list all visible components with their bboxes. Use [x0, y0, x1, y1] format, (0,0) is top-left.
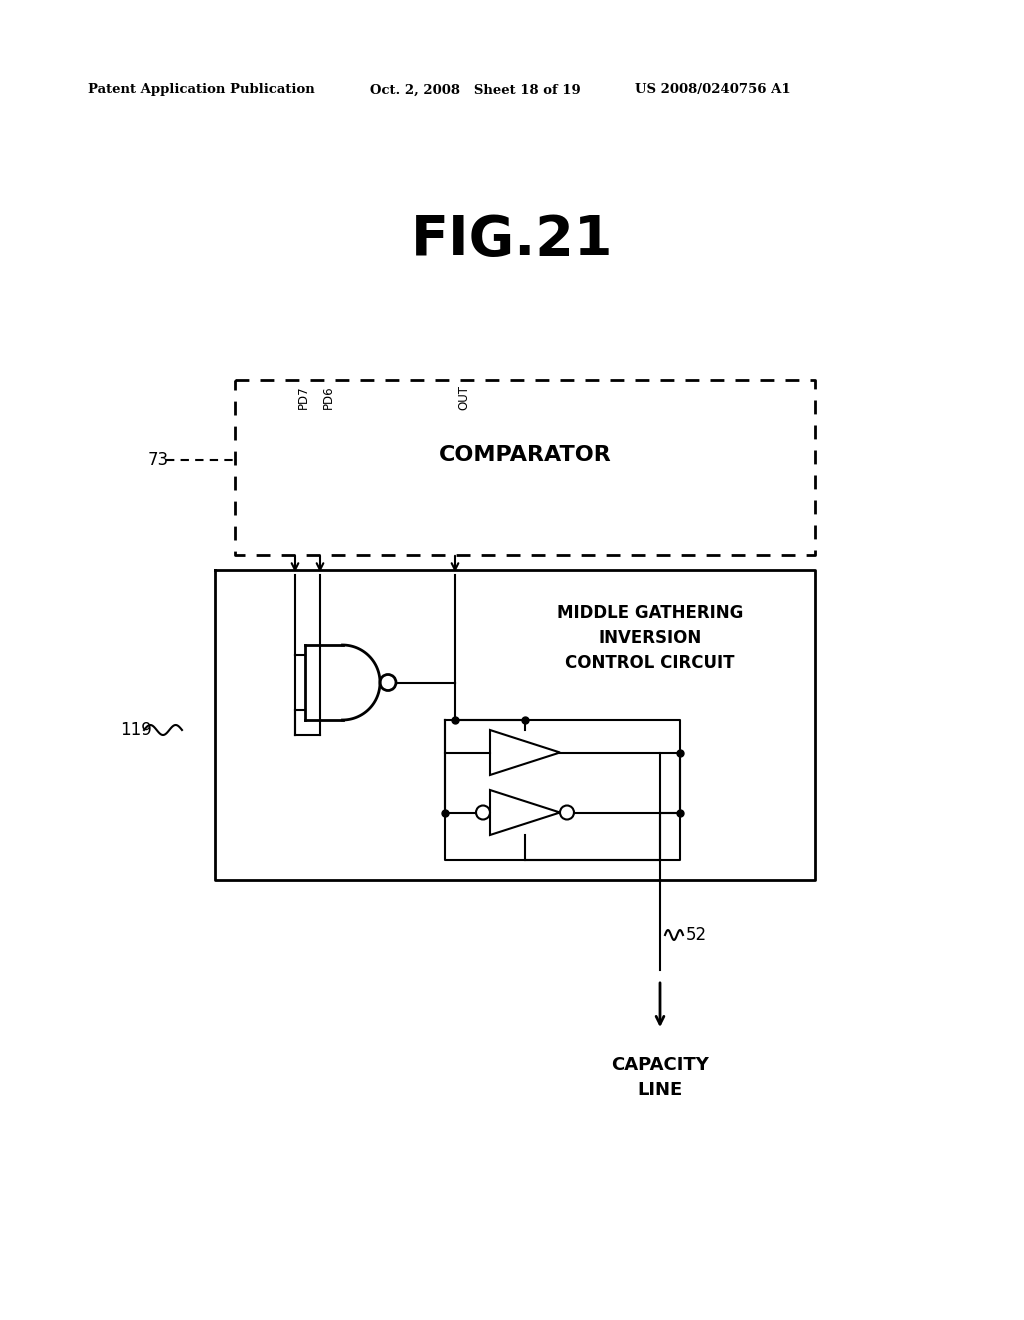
Text: PD7: PD7	[297, 385, 310, 409]
Text: 52: 52	[686, 927, 708, 944]
Text: OUT: OUT	[457, 385, 470, 411]
Text: US 2008/0240756 A1: US 2008/0240756 A1	[635, 83, 791, 96]
Text: FIG.21: FIG.21	[411, 213, 613, 267]
Text: LINE: LINE	[637, 1081, 683, 1100]
Text: INVERSION: INVERSION	[598, 630, 701, 647]
Text: Oct. 2, 2008   Sheet 18 of 19: Oct. 2, 2008 Sheet 18 of 19	[370, 83, 581, 96]
Text: CAPACITY: CAPACITY	[611, 1056, 709, 1074]
Text: Patent Application Publication: Patent Application Publication	[88, 83, 314, 96]
Text: COMPARATOR: COMPARATOR	[438, 445, 611, 465]
Text: CONTROL CIRCUIT: CONTROL CIRCUIT	[565, 653, 735, 672]
Text: MIDDLE GATHERING: MIDDLE GATHERING	[557, 605, 743, 622]
Text: 119: 119	[120, 721, 152, 739]
Text: PD6: PD6	[322, 385, 335, 409]
Text: 73: 73	[148, 451, 169, 469]
